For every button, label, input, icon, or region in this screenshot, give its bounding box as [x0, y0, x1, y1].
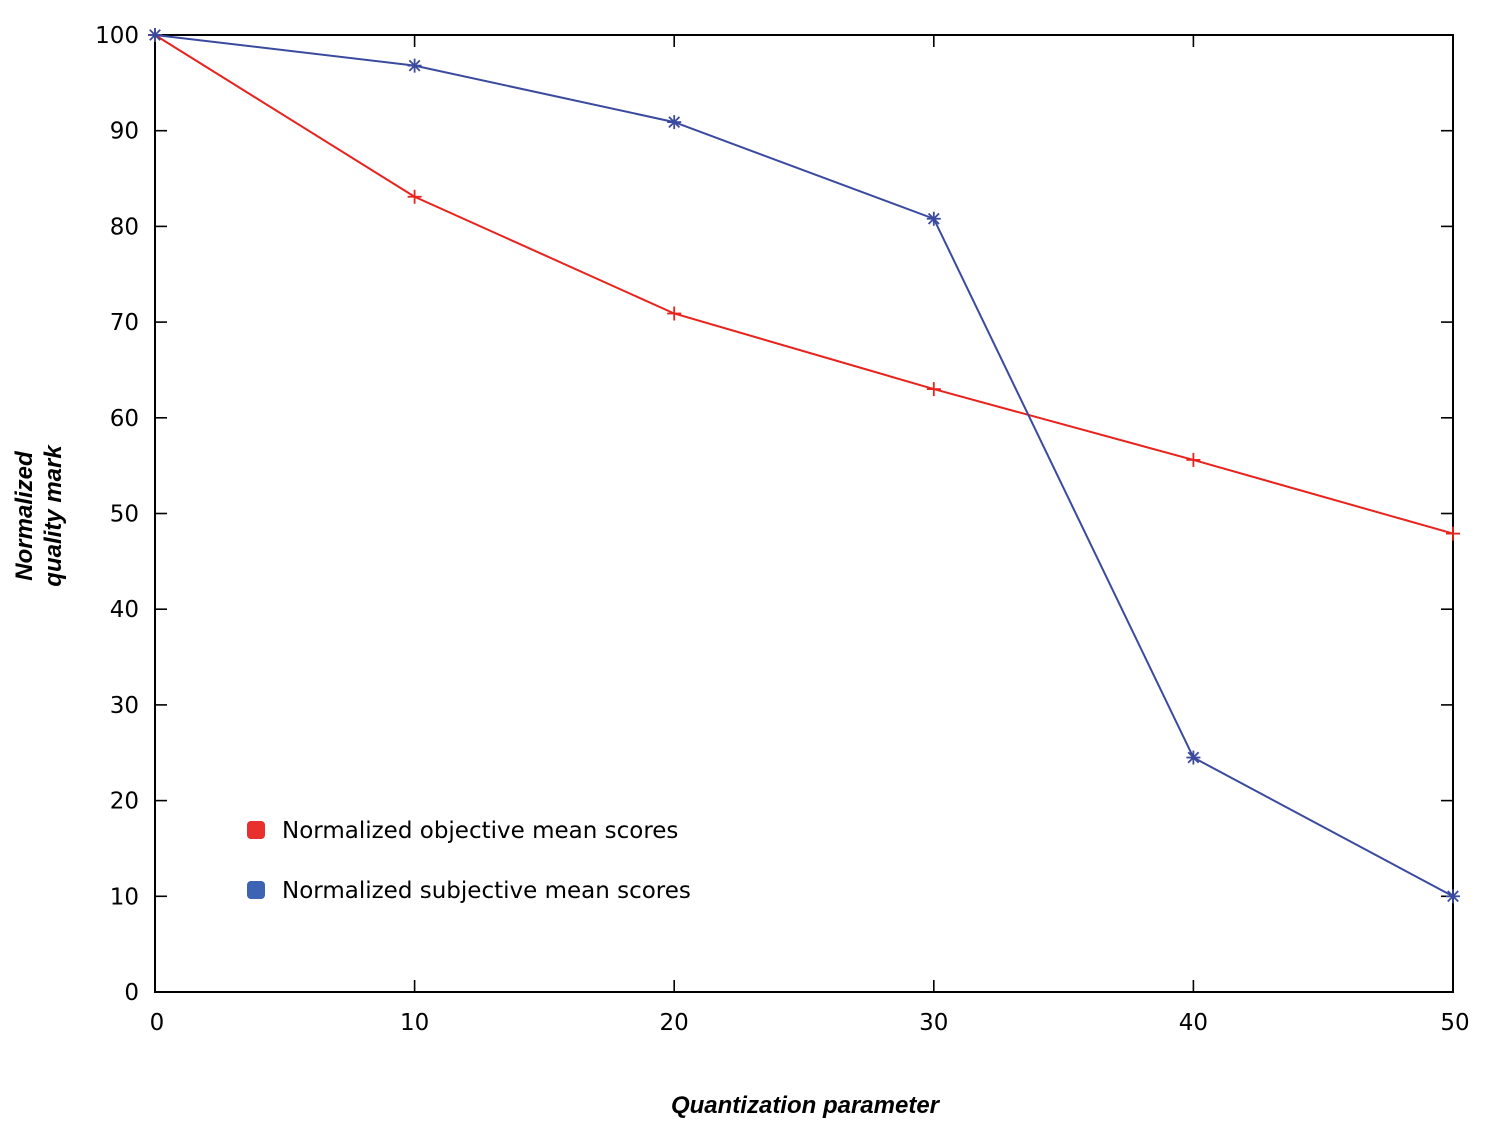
data-point — [1186, 750, 1201, 765]
y-axis-title-line-1: Normalized — [11, 450, 38, 581]
y-tick-label: 0 — [124, 980, 139, 1006]
data-point — [926, 382, 941, 397]
data-point — [1186, 452, 1201, 467]
plot-frame — [154, 34, 1454, 993]
series-lines — [148, 28, 1460, 904]
y-tick-label: 60 — [110, 406, 139, 432]
data-point — [148, 28, 162, 42]
x-tick-label: 50 — [1440, 1010, 1469, 1036]
legend-swatch — [247, 881, 265, 899]
legend-label: Normalized objective mean scores — [282, 818, 678, 844]
axis-ticks: 0 10 20 30 40 50 60 70 80 90 100 0 10 20 30 40 50 — [95, 23, 1470, 1036]
data-point — [667, 115, 682, 130]
data-point — [407, 58, 422, 73]
series-1 — [148, 28, 1460, 541]
axis-titles: Quantization parameter Normalized qualit… — [11, 444, 941, 1119]
y-tick-label: 40 — [110, 597, 139, 623]
legend-swatch — [247, 821, 265, 839]
data-point — [1446, 526, 1460, 541]
legend-item: Normalized objective mean scores — [247, 818, 678, 844]
x-tick-label: 30 — [919, 1010, 948, 1036]
x-tick-label: 20 — [660, 1010, 689, 1036]
legend-label: Normalized subjective mean scores — [282, 878, 691, 904]
y-axis-title-line-2: quality mark — [40, 444, 67, 587]
data-point — [1446, 889, 1460, 904]
y-tick-label: 70 — [110, 310, 139, 336]
y-tick-label: 50 — [110, 502, 139, 528]
data-point — [407, 189, 422, 204]
y-tick-label: 30 — [110, 693, 139, 719]
y-tick-label: 10 — [110, 884, 139, 910]
x-tick-label: 10 — [400, 1010, 429, 1036]
y-tick-label: 20 — [110, 789, 139, 815]
plot-area — [154, 34, 1454, 993]
series-line — [154, 34, 1454, 898]
series-line — [154, 34, 1454, 535]
x-tick-label: 0 — [150, 1010, 165, 1036]
x-tick-label: 40 — [1179, 1010, 1208, 1036]
y-tick-label: 100 — [95, 23, 139, 49]
data-point — [667, 306, 682, 321]
legend-item: Normalized subjective mean scores — [247, 878, 691, 904]
data-point — [926, 211, 941, 226]
x-axis-title: Quantization parameter — [671, 1092, 941, 1119]
y-tick-label: 80 — [110, 214, 139, 240]
legend: Normalized objective mean scores Normaliz… — [247, 818, 691, 904]
y-tick-label: 90 — [110, 119, 139, 145]
series-2 — [148, 28, 1460, 904]
